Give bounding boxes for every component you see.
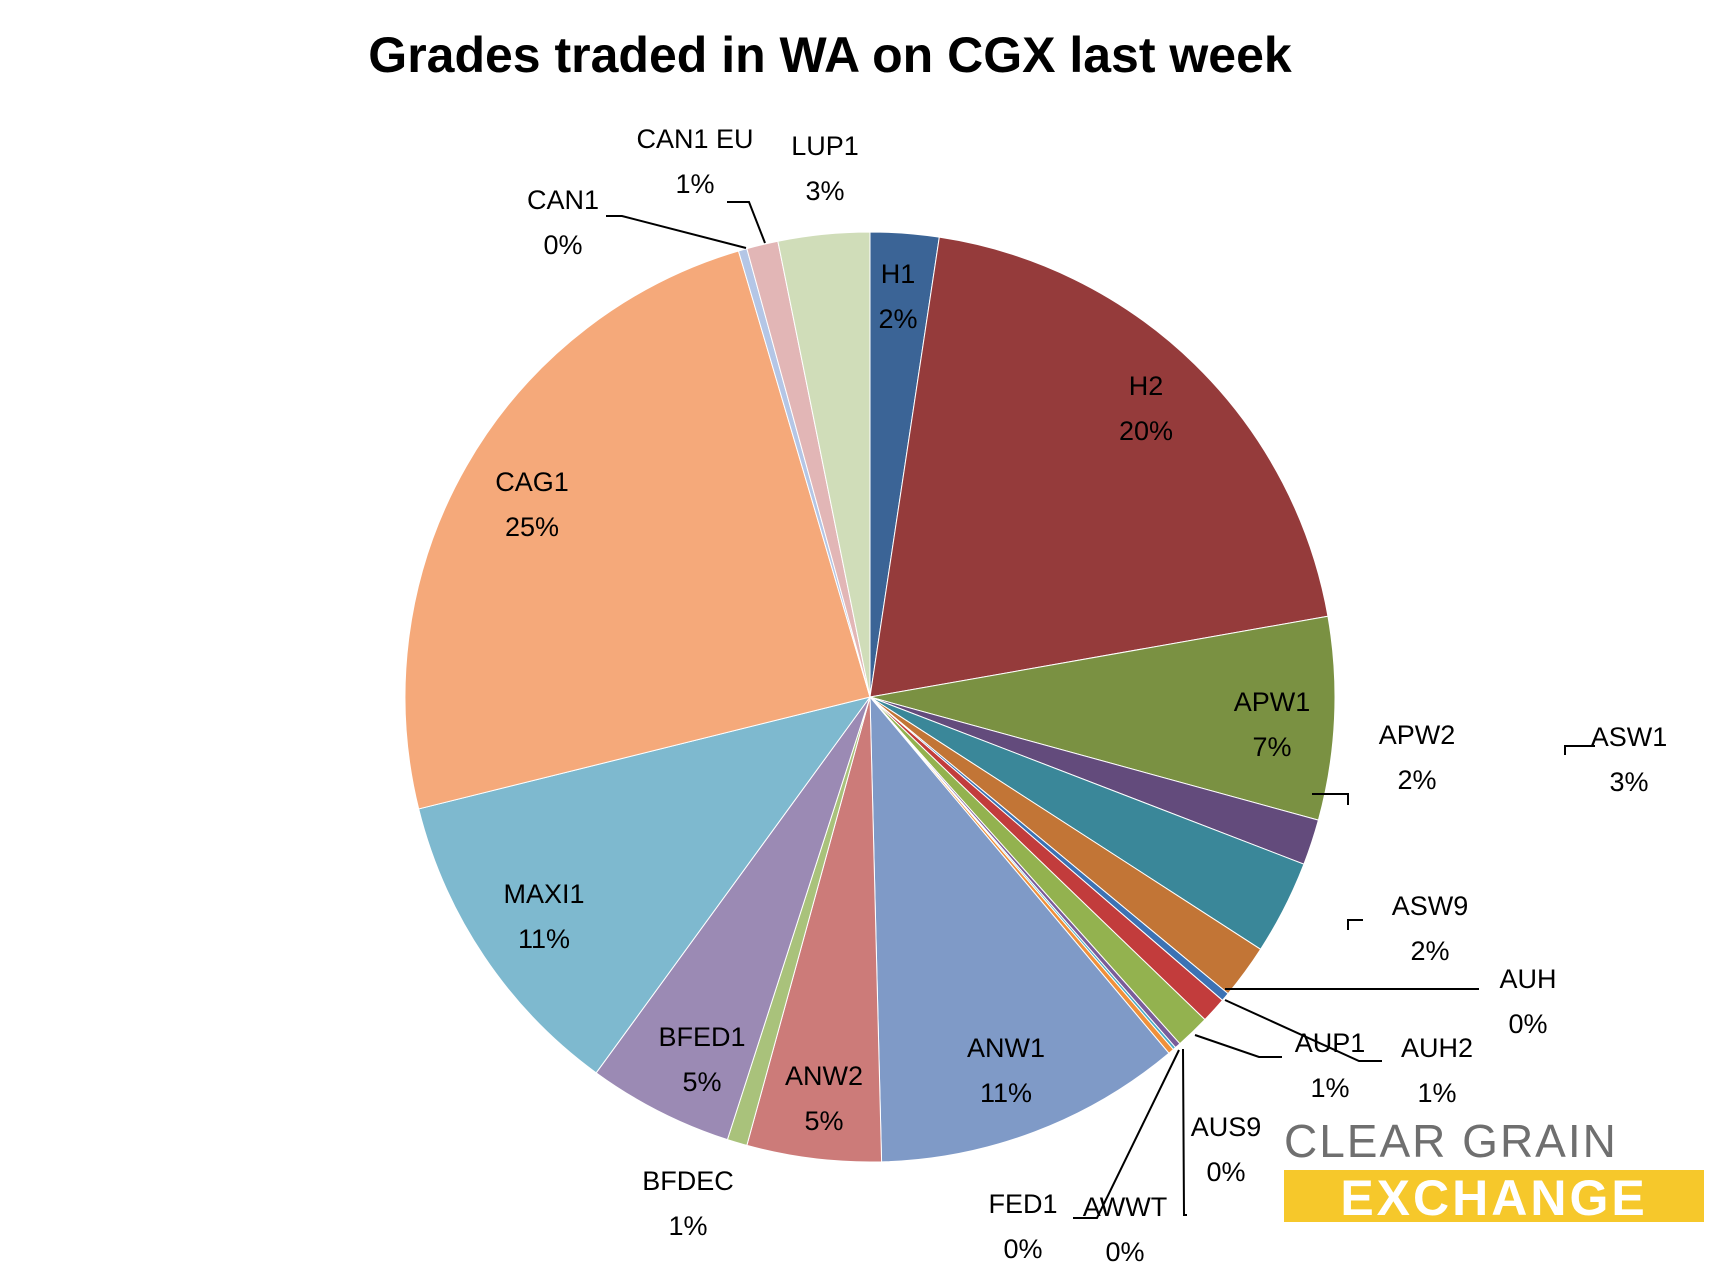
slice-label-can1-eu: CAN1 EU [636, 124, 753, 154]
slice-anw1 [869, 695, 1170, 1163]
slice-percent-apw2: 2% [1397, 765, 1436, 795]
slice-bfed1 [595, 696, 871, 1141]
slice-label-fed1: FED1 [988, 1189, 1057, 1219]
slice-label-apw1: APW1 [1234, 687, 1311, 717]
slice-percent-h1: 2% [878, 304, 917, 334]
slice-cag1 [404, 250, 871, 810]
slice-percent-anw2: 5% [804, 1106, 843, 1136]
slice-percent-bfed1: 5% [682, 1067, 721, 1097]
slice-percent-auh: 0% [1508, 1009, 1547, 1039]
slice-percent-bfdec: 1% [668, 1211, 707, 1241]
logo-exchange-background [1284, 1170, 1704, 1222]
slice-apw1 [869, 615, 1336, 821]
pie-slices [404, 231, 1336, 1163]
leader-line-asw1 [1564, 745, 1595, 755]
leader-line-auh2 [1224, 999, 1382, 1062]
slice-percent-lup1: 3% [805, 176, 844, 206]
slice-percent-aup1: 1% [1310, 1073, 1349, 1103]
slice-percent-maxi1: 11% [518, 924, 570, 954]
leader-line-aup1 [1194, 1034, 1282, 1058]
leader-line-can1 [606, 215, 747, 249]
slice-percent-h2: 20% [1119, 416, 1173, 446]
chart-title: Grades traded in WA on CGX last week [368, 27, 1292, 83]
slice-percent-fed1: 0% [1003, 1234, 1042, 1264]
slice-label-asw1: ASW1 [1591, 722, 1668, 752]
slice-percent-cag1: 25% [505, 512, 559, 542]
slice-labels: H1 2% H2 20% APW1 7% APW2 2% ASW1 3% ASW9 2% AUH 0% AU… [495, 124, 1667, 1267]
slice-label-awwt: AWWT [1083, 1192, 1167, 1222]
slice-percent-anw1: 11% [980, 1078, 1032, 1108]
slice-label-auh: AUH [1499, 964, 1556, 994]
slice-maxi1 [418, 696, 872, 1074]
slice-label-aus9: AUS9 [1191, 1112, 1262, 1142]
slice-label-cag1: CAG1 [495, 467, 569, 497]
slice-label-apw2: APW2 [1379, 720, 1456, 750]
slice-percent-aus9: 0% [1206, 1157, 1245, 1187]
slice-percent-asw9: 2% [1410, 936, 1449, 966]
slice-percent-asw1: 3% [1609, 767, 1648, 797]
logo-exchange-mark: EXCHANGE [1284, 1170, 1704, 1222]
slice-label-bfed1: BFED1 [658, 1022, 745, 1052]
slice-label-bfdec: BFDEC [642, 1166, 734, 1196]
logo-text-clear-grain: CLEAR GRAIN [1284, 1115, 1618, 1167]
slice-percent-can1: 0% [543, 230, 582, 260]
leader-line-asw9 [1347, 919, 1363, 930]
slice-label-anw1: ANW1 [967, 1033, 1045, 1063]
logo-text-exchange: EXCHANGE [1340, 1170, 1647, 1222]
slice-percent-awwt: 0% [1105, 1237, 1144, 1267]
slice-label-anw2: ANW2 [785, 1061, 863, 1091]
leader-line-apw2 [1312, 793, 1349, 805]
slice-label-can1: CAN1 [527, 185, 599, 215]
slice-lup1 [777, 231, 871, 698]
slice-label-h1: H1 [881, 259, 916, 289]
slice-label-auh2: AUH2 [1401, 1033, 1473, 1063]
leader-lines [606, 201, 1595, 1219]
slice-percent-apw1: 7% [1252, 732, 1291, 762]
slice-percent-can1-eu: 1% [675, 169, 714, 199]
leader-line-awwt [1073, 1049, 1180, 1219]
slice-percent-auh2: 1% [1417, 1078, 1456, 1108]
slice-label-asw9: ASW9 [1392, 891, 1469, 921]
slice-label-h2: H2 [1129, 371, 1164, 401]
leader-line-aus9 [1182, 1048, 1187, 1216]
slice-label-lup1: LUP1 [791, 131, 859, 161]
slice-label-aup1: AUP1 [1295, 1028, 1366, 1058]
slice-label-maxi1: MAXI1 [503, 879, 584, 909]
leader-line-can1-eu [727, 201, 766, 244]
slice-h2 [869, 236, 1329, 698]
clear-grain-exchange-logo: CLEAR GRAIN EXCHANGE [1284, 1116, 1704, 1222]
